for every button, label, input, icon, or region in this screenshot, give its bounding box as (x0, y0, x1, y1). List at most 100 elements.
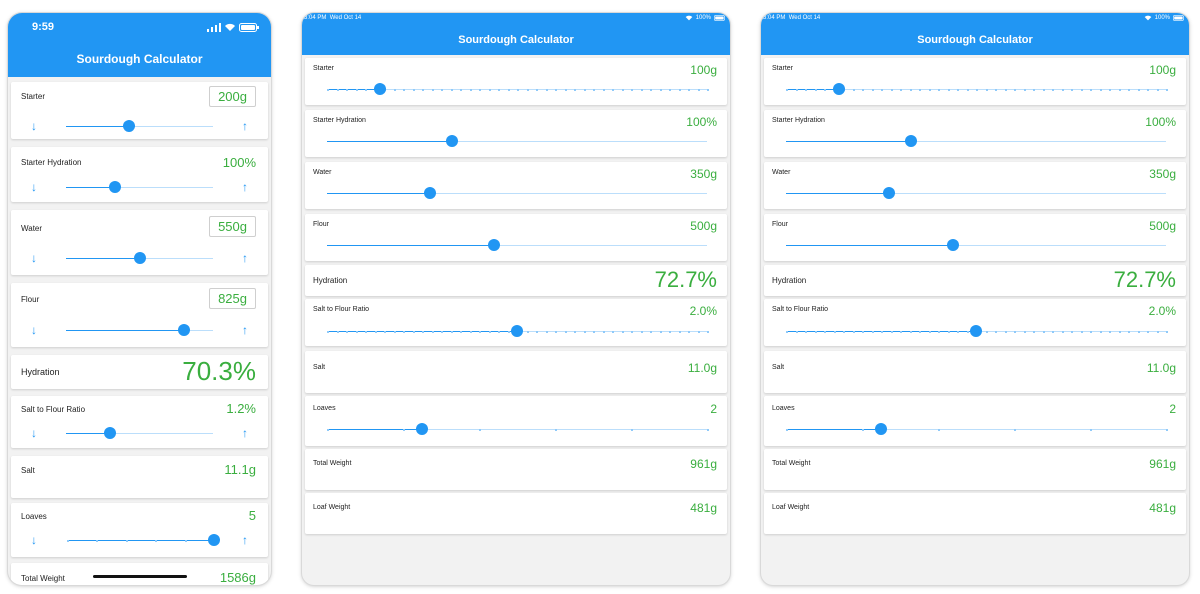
slider-tick (403, 330, 405, 333)
slider-thumb[interactable] (488, 239, 501, 251)
slider-thumb[interactable] (208, 534, 220, 546)
slider-tick (1099, 88, 1102, 91)
slider-thumb[interactable] (374, 83, 387, 95)
slider-tick (1109, 330, 1111, 333)
slider-thumb[interactable] (970, 325, 982, 337)
slider-thumb[interactable] (446, 135, 459, 147)
slider-thumb[interactable] (947, 239, 960, 251)
slider-tick (365, 330, 367, 333)
slider-tick (602, 88, 605, 91)
water-card: Water 350g (764, 162, 1186, 209)
flour-card: Flour 500g (305, 214, 727, 261)
slider-thumb[interactable] (108, 181, 121, 193)
water-slider[interactable] (327, 187, 707, 199)
slider-tick (678, 88, 681, 91)
arrow-up-icon[interactable]: ↑ (242, 180, 248, 194)
starter-value[interactable]: 200g (209, 86, 256, 107)
slider-tick (786, 428, 788, 431)
slider-tick (890, 88, 893, 91)
arrow-up-icon[interactable]: ↑ (242, 323, 248, 337)
loaves-card: Loaves 5 ↓ ↑ (11, 503, 268, 557)
slider-thumb[interactable] (833, 83, 846, 95)
slider-tick (507, 330, 510, 333)
starter-label: Starter (21, 92, 46, 101)
slider-tick (995, 330, 997, 333)
slider-tick (1137, 88, 1140, 91)
slider-thumb[interactable] (905, 135, 918, 147)
slider-tick (1071, 330, 1073, 333)
slider-tick (795, 330, 798, 333)
arrow-down-icon[interactable]: ↓ (31, 533, 37, 547)
salt-ratio-slider[interactable] (786, 325, 1168, 337)
slider-thumb[interactable] (123, 120, 136, 132)
slider-tick (327, 88, 329, 91)
slider-thumb[interactable] (416, 423, 428, 435)
slider-tick (938, 428, 940, 431)
arrow-down-icon[interactable]: ↓ (31, 251, 37, 265)
starter-card: Starter 100g (305, 58, 727, 105)
arrow-up-icon[interactable]: ↑ (242, 533, 248, 547)
slider-thumb[interactable] (133, 252, 146, 264)
salt-label: Salt (21, 466, 35, 475)
slider-tick (909, 88, 912, 91)
hydration-card: Hydration 72.7% (764, 265, 1186, 296)
slider-tick (640, 88, 643, 91)
starter-slider[interactable] (327, 83, 709, 95)
slider-thumb[interactable] (875, 423, 887, 435)
loaves-slider[interactable] (67, 534, 220, 546)
arrow-up-icon[interactable]: ↑ (242, 426, 248, 440)
slider-tick (450, 88, 453, 91)
slider-tick (862, 88, 864, 91)
slider-thumb[interactable] (423, 187, 436, 199)
slider-tick (393, 88, 396, 91)
loaf-weight-card: Loaf Weight 481g (305, 493, 727, 534)
starter-hydration-slider[interactable] (327, 135, 707, 147)
slider-tick (1128, 88, 1130, 91)
arrow-up-icon[interactable]: ↑ (242, 119, 248, 133)
starter-hydration-slider[interactable] (66, 181, 213, 193)
flour-slider[interactable] (327, 239, 707, 251)
flour-slider[interactable] (786, 239, 1166, 251)
slider-tick (1023, 330, 1026, 333)
slider-tick (1014, 88, 1016, 91)
slider-tick (403, 428, 405, 431)
slider-tick (564, 330, 567, 333)
home-indicator[interactable] (93, 575, 187, 578)
salt-ratio-slider[interactable] (66, 427, 213, 439)
loaves-slider[interactable] (327, 423, 709, 435)
status-time: 3:04 PM Wed Oct 14 (304, 15, 362, 21)
flour-label: Flour (21, 295, 40, 304)
starter-slider[interactable] (66, 120, 213, 132)
starter-slider[interactable] (786, 83, 1168, 95)
slider-tick (1014, 428, 1016, 431)
flour-value[interactable]: 825g (209, 288, 256, 309)
slider-tick (919, 88, 921, 91)
arrow-up-icon[interactable]: ↑ (242, 251, 248, 265)
water-slider[interactable] (66, 252, 213, 264)
slider-tick (1033, 330, 1035, 333)
loaves-label: Loaves (772, 405, 795, 412)
flour-slider[interactable] (66, 324, 213, 336)
slider-tick (650, 88, 652, 91)
slider-thumb[interactable] (104, 427, 117, 439)
slider-tick (1109, 88, 1111, 91)
slider-tick (1061, 330, 1064, 333)
hydration-card: Hydration 72.7% (305, 265, 727, 296)
arrow-down-icon[interactable]: ↓ (31, 323, 37, 337)
salt-ratio-slider[interactable] (327, 325, 709, 337)
slider-tick (403, 88, 405, 91)
total-weight-card: Total Weight 961g (764, 449, 1186, 490)
slider-tick (469, 330, 472, 333)
slider-thumb[interactable] (882, 187, 895, 199)
slider-tick (460, 330, 462, 333)
arrow-down-icon[interactable]: ↓ (31, 180, 37, 194)
water-value[interactable]: 550g (209, 216, 256, 237)
slider-thumb[interactable] (177, 324, 190, 336)
loaves-slider[interactable] (786, 423, 1168, 435)
arrow-down-icon[interactable]: ↓ (31, 426, 37, 440)
water-slider[interactable] (786, 187, 1166, 199)
starter-hydration-slider[interactable] (786, 135, 1166, 147)
slider-thumb[interactable] (511, 325, 523, 337)
slider-tick (498, 330, 500, 333)
arrow-down-icon[interactable]: ↓ (31, 119, 37, 133)
